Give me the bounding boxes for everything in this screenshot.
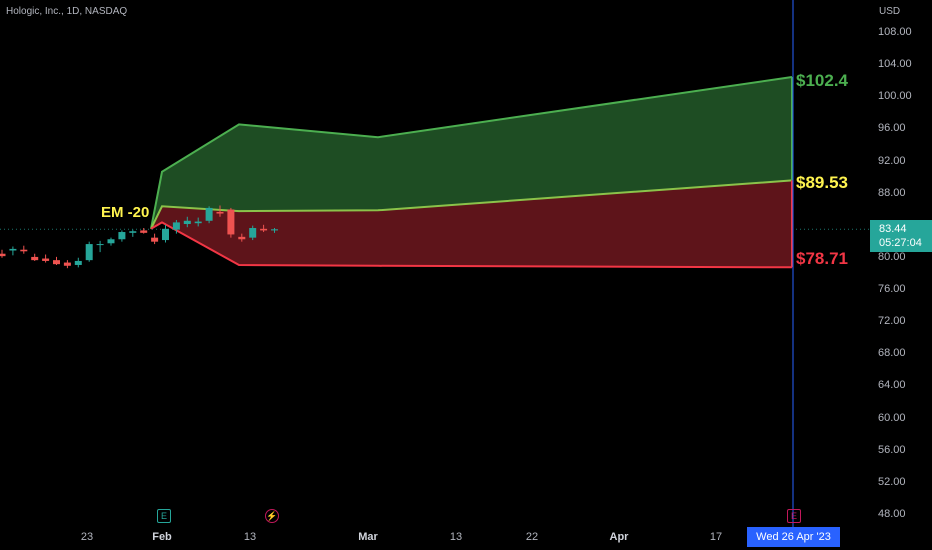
dividend-icon[interactable]: ⚡ — [265, 509, 279, 523]
mid-band-line — [150, 179, 793, 230]
crosshair-date-tag: Wed 26 Apr '23 — [747, 527, 840, 547]
upper-band-line — [150, 76, 793, 229]
price-tick: 60.00 — [878, 411, 906, 424]
earnings-icon[interactable]: E — [157, 509, 171, 523]
candle-body — [162, 228, 169, 241]
symbol-title: Hologic, Inc., 1D, NASDAQ — [6, 6, 128, 17]
lower-target-label: $78.71 — [796, 249, 848, 268]
candle-body — [151, 237, 159, 242]
price-tick: 56.00 — [878, 443, 906, 456]
price-tick: 96.00 — [878, 122, 906, 135]
price-tick: 52.00 — [878, 475, 906, 488]
candle-body — [227, 209, 235, 235]
price-tick: 68.00 — [878, 347, 906, 360]
price-tick: 92.00 — [878, 154, 906, 167]
candle-body — [0, 253, 6, 257]
candle-body — [107, 239, 115, 244]
candle-body — [118, 232, 126, 240]
time-tick: 13 — [449, 531, 463, 543]
price-tick: 100.00 — [878, 90, 912, 103]
candle-body — [42, 258, 50, 261]
price-tick: 108.00 — [878, 26, 912, 38]
time-tick: Apr — [609, 531, 629, 543]
last-price-tag: 83.44 05:27:04 — [870, 220, 932, 252]
candle-body — [9, 248, 17, 251]
candle-body — [140, 230, 148, 233]
price-tick: 104.00 — [878, 58, 912, 71]
candle-body — [194, 221, 202, 224]
time-tick: 13 — [243, 531, 257, 543]
candle-body — [85, 244, 93, 261]
candle-body — [271, 229, 278, 231]
candle-body — [238, 236, 246, 240]
time-tick: 17 — [709, 531, 723, 543]
currency-label[interactable]: USD — [879, 6, 901, 17]
time-tick: 22 — [525, 531, 539, 543]
price-tick: 64.00 — [878, 379, 906, 392]
mid-target-label: $89.53 — [796, 173, 848, 192]
candle-body — [183, 220, 191, 224]
candle-body — [96, 244, 104, 246]
lower-band-line — [150, 221, 793, 269]
price-tick: 48.00 — [878, 508, 906, 520]
price-tick: 88.00 — [878, 186, 906, 199]
candle-body — [129, 231, 137, 233]
candle-body — [31, 256, 39, 261]
candle-body — [249, 228, 257, 238]
bar-countdown: 05:27:04 — [879, 237, 922, 249]
time-tick: Mar — [358, 531, 378, 543]
candle-body — [63, 262, 71, 266]
lower-band-fill — [151, 180, 792, 268]
last-price-value: 83.44 — [879, 223, 907, 235]
candle-body — [20, 249, 28, 252]
price-tick: 80.00 — [878, 250, 906, 263]
candle-body — [172, 222, 180, 230]
time-tick: 23 — [80, 531, 94, 543]
price-tick: 72.00 — [878, 315, 906, 328]
candle-body — [53, 260, 60, 265]
earnings-icon-upcoming[interactable]: E — [787, 509, 801, 523]
price-tick: 76.00 — [878, 283, 906, 296]
candle-body — [205, 207, 213, 221]
candle-body — [216, 211, 224, 214]
upper-target-label: $102.4 — [796, 71, 848, 90]
upper-band-fill — [151, 77, 792, 229]
em-label: EM -20 — [101, 204, 150, 221]
candle-body — [260, 228, 268, 231]
time-tick: Feb — [152, 531, 172, 543]
candle-body — [74, 260, 82, 265]
